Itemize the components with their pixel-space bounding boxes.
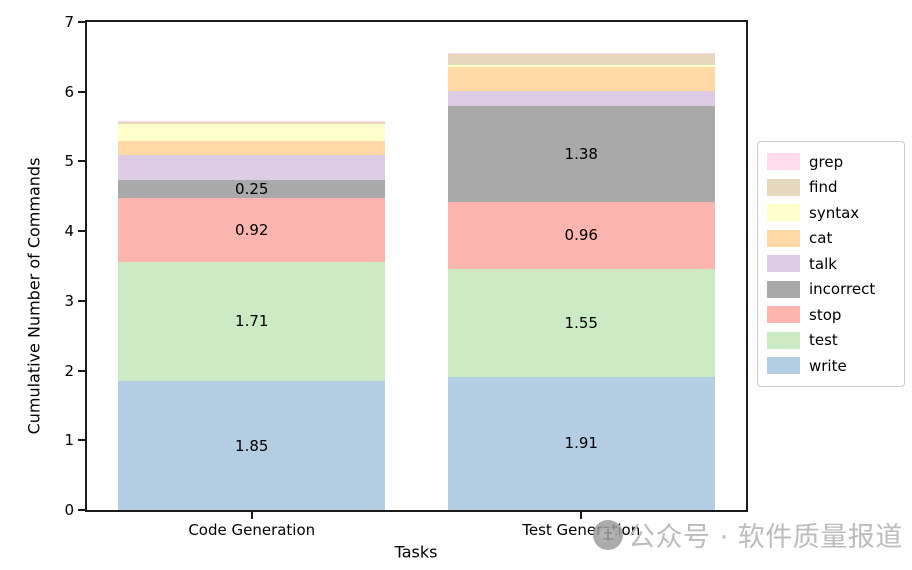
x-tick-label-code-generation: Code Generation <box>188 521 316 539</box>
y-tick-mark <box>78 369 85 372</box>
bar-segment-test <box>447 268 715 377</box>
legend-label: test <box>809 331 838 350</box>
legend-swatch-talk <box>767 255 800 273</box>
y-tick-label: 3 <box>64 291 74 310</box>
bar-segment-syntax <box>118 123 386 141</box>
legend-item-find: find <box>767 175 895 201</box>
y-tick-label: 5 <box>64 152 74 171</box>
bar-segment-grep <box>447 53 715 55</box>
y-tick-mark <box>78 299 85 302</box>
bar-segment-stop <box>118 197 386 262</box>
legend-label: talk <box>809 254 837 273</box>
y-tick-label: 4 <box>64 222 74 241</box>
bar-segment-write <box>118 381 386 510</box>
legend-item-grep: grep <box>767 149 895 175</box>
legend-item-cat: cat <box>767 226 895 252</box>
bar-segment-cat <box>447 67 715 92</box>
bar-value-label-stop: 0.92 <box>235 220 269 239</box>
y-tick-mark <box>78 509 85 511</box>
legend-swatch-syntax <box>767 204 800 222</box>
legend-label: grep <box>809 152 844 171</box>
x-axis-label: Tasks <box>394 542 438 562</box>
legend-swatch-find <box>767 178 800 196</box>
legend-box: grep find syntax cat talk incorrect stop test wr… <box>757 141 905 387</box>
y-tick-mark <box>78 90 85 93</box>
y-tick-mark <box>78 230 85 233</box>
bar-segment-incorrect <box>118 180 386 198</box>
legend-label: stop <box>809 305 842 324</box>
legend-swatch-write <box>767 357 800 375</box>
bar-segment-grep <box>118 121 386 122</box>
legend-swatch-incorrect <box>767 280 800 298</box>
bar-segment-write <box>447 376 715 510</box>
legend-label: incorrect <box>809 280 876 299</box>
x-tick-label-test-generation: Test Generation <box>522 521 641 539</box>
y-tick-mark <box>78 160 85 163</box>
y-tick-mark <box>78 439 85 442</box>
bar-segment-talk <box>447 91 715 106</box>
y-tick-label: 0 <box>64 501 74 519</box>
y-tick-label: 6 <box>64 82 74 101</box>
x-tick-mark <box>580 512 583 519</box>
legend-item-talk: talk <box>767 251 895 277</box>
bar-value-label-stop: 0.96 <box>564 226 598 245</box>
bar-value-label-write: 1.91 <box>564 434 598 453</box>
legend-label: find <box>809 178 838 197</box>
legend-swatch-cat <box>767 229 800 247</box>
legend-label: cat <box>809 229 833 248</box>
bar-segment-cat <box>118 140 386 156</box>
bar-segment-find <box>447 54 715 65</box>
legend-label: write <box>809 356 847 375</box>
legend-swatch-stop <box>767 306 800 324</box>
y-tick-label: 1 <box>64 431 74 450</box>
plot-area: 1.85 1.71 0.92 0.25 1.91 1.55 0.96 1.38 <box>85 20 748 512</box>
legend-item-syntax: syntax <box>767 200 895 226</box>
y-tick-mark <box>78 21 85 23</box>
y-tick-label: 2 <box>64 361 74 380</box>
x-tick-mark <box>250 512 253 519</box>
bar-segment-syntax <box>447 64 715 68</box>
y-tick-label: 7 <box>64 13 74 31</box>
bar-value-label-incorrect: 1.38 <box>564 144 598 163</box>
bar-value-label-incorrect: 0.25 <box>235 179 269 198</box>
bar-segment-incorrect <box>447 105 715 202</box>
legend-item-test: test <box>767 328 895 354</box>
bar-segment-stop <box>447 201 715 269</box>
bars-container: 1.85 1.71 0.92 0.25 1.91 1.55 0.96 1.38 <box>87 22 746 510</box>
legend-item-write: write <box>767 353 895 379</box>
legend-label: syntax <box>809 203 860 222</box>
bar-value-label-test: 1.71 <box>235 312 269 331</box>
bar-value-label-test: 1.55 <box>564 313 598 332</box>
legend-item-incorrect: incorrect <box>767 277 895 303</box>
bar-segment-test <box>118 261 386 382</box>
legend-item-stop: stop <box>767 302 895 328</box>
legend-swatch-grep <box>767 153 800 171</box>
legend-swatch-test <box>767 331 800 349</box>
bar-segment-find <box>118 121 386 124</box>
bar-segment-talk <box>118 155 386 181</box>
bar-value-label-write: 1.85 <box>235 436 269 455</box>
